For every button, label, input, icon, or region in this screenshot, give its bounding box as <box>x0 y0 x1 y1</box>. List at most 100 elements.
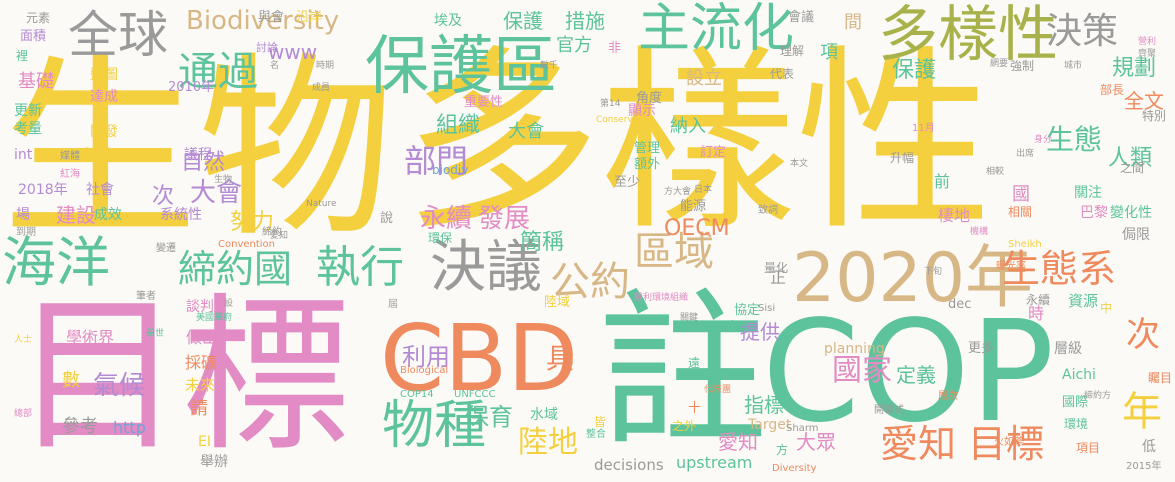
word: 整合 <box>586 429 606 440</box>
word: 次 <box>1126 315 1160 355</box>
word: 註 <box>598 273 769 471</box>
word: 建設 <box>56 203 96 227</box>
word: 大會 <box>508 121 544 142</box>
word: 國際 <box>1062 395 1089 410</box>
word: 規劃 <box>1112 56 1157 81</box>
word: Target <box>748 417 792 433</box>
word: 官方 <box>556 35 592 56</box>
word: 火如荼 <box>994 437 1024 448</box>
word: 執行 <box>316 242 404 293</box>
word: 變遷 <box>156 243 176 254</box>
word: 時期 <box>316 61 335 71</box>
word: 顯示 <box>628 103 656 119</box>
word: 全文 <box>1124 89 1164 113</box>
word: 區域 <box>634 229 714 275</box>
word: 努力 <box>230 210 275 235</box>
word: 代表團 <box>704 385 732 395</box>
word: 棲地 <box>938 206 971 225</box>
word: 說 <box>380 211 394 226</box>
word: 正 <box>770 268 787 287</box>
word: 目標 <box>968 422 1045 466</box>
word: 決策 <box>1046 11 1119 52</box>
word: 陸域 <box>544 295 571 310</box>
word: 大會 <box>190 178 243 208</box>
word: Aichi <box>1062 367 1096 383</box>
word: 生物 <box>214 175 233 185</box>
word: 提供 <box>740 320 780 344</box>
word: 營利環境組織 <box>634 293 689 303</box>
word: 設 <box>224 299 234 309</box>
word: 項目 <box>1076 441 1101 455</box>
word: 成效 <box>94 207 122 223</box>
word: 年 <box>1122 389 1162 435</box>
word: 2015年 <box>1126 461 1162 472</box>
word: 議程 <box>184 147 212 163</box>
word: 自然 <box>181 150 226 175</box>
word: 多樣性 <box>404 29 993 257</box>
word: 中 <box>1100 301 1113 315</box>
word: Convention <box>218 239 276 250</box>
word: 具 <box>546 342 575 375</box>
word: COP <box>762 291 1055 454</box>
word: 矚目 <box>1148 371 1173 385</box>
word: 保育 <box>465 403 513 431</box>
word: 升幅 <box>890 151 915 165</box>
word: 舉辦 <box>200 454 228 470</box>
word: 之外 <box>672 419 697 433</box>
word: 皆 <box>594 415 607 429</box>
word: COP14 <box>400 389 434 400</box>
word: 考量 <box>14 121 42 137</box>
word: 締約 <box>262 227 282 238</box>
word: upstream <box>676 453 753 472</box>
word: 額外 <box>634 157 661 172</box>
word: 角度 <box>636 91 663 106</box>
word: 筆者 <box>136 291 156 302</box>
word: 主流化 <box>638 0 795 59</box>
word: 日本 <box>694 185 713 195</box>
word: 通過 <box>178 49 258 95</box>
word: 永續 <box>1026 293 1051 307</box>
word: 沿岸 <box>296 10 323 25</box>
word: biodiv <box>432 163 469 177</box>
word: 營利 <box>1138 37 1157 47</box>
word: 重要性 <box>464 95 504 110</box>
word: 非 <box>608 41 622 56</box>
word: 機構 <box>970 227 989 237</box>
word: 保護 <box>503 9 543 33</box>
word: 數 <box>62 370 80 391</box>
word: 藍圖 <box>90 67 118 83</box>
word: 學術界 <box>66 328 115 347</box>
word: 設立 <box>686 68 722 89</box>
word: 代表 <box>770 67 795 81</box>
word: http <box>113 418 146 437</box>
word: 之間 <box>1120 161 1145 175</box>
word: Biological <box>400 365 449 376</box>
word: CBD <box>380 305 579 412</box>
word: 部長 <box>1100 83 1125 97</box>
word: Diversity <box>772 463 817 474</box>
word: 愛知 <box>718 430 758 454</box>
word: 水域 <box>530 407 558 423</box>
word: 量化 <box>764 261 789 275</box>
word: 管理 <box>634 141 661 156</box>
word: 大眾 <box>796 430 836 454</box>
word: 舉世 <box>146 329 165 339</box>
word: 討論 <box>256 41 278 54</box>
word: 人類 <box>1108 146 1153 171</box>
word: 埃及 <box>434 13 462 29</box>
word: 環保 <box>428 231 453 245</box>
word: 能源 <box>680 199 707 214</box>
word: 愛知 <box>270 231 289 241</box>
word: 基礎 <box>18 71 54 92</box>
word: 方 <box>776 443 789 457</box>
word: 公約 <box>550 259 630 305</box>
word: 永續 <box>420 204 473 234</box>
word: 發展 <box>478 204 531 234</box>
word: dec <box>948 297 972 312</box>
word: 總部 <box>14 409 33 419</box>
word: 2018年 <box>18 182 68 198</box>
word: 十 <box>688 401 702 416</box>
word: 氣候 <box>93 371 146 401</box>
word: Nature <box>306 199 337 209</box>
